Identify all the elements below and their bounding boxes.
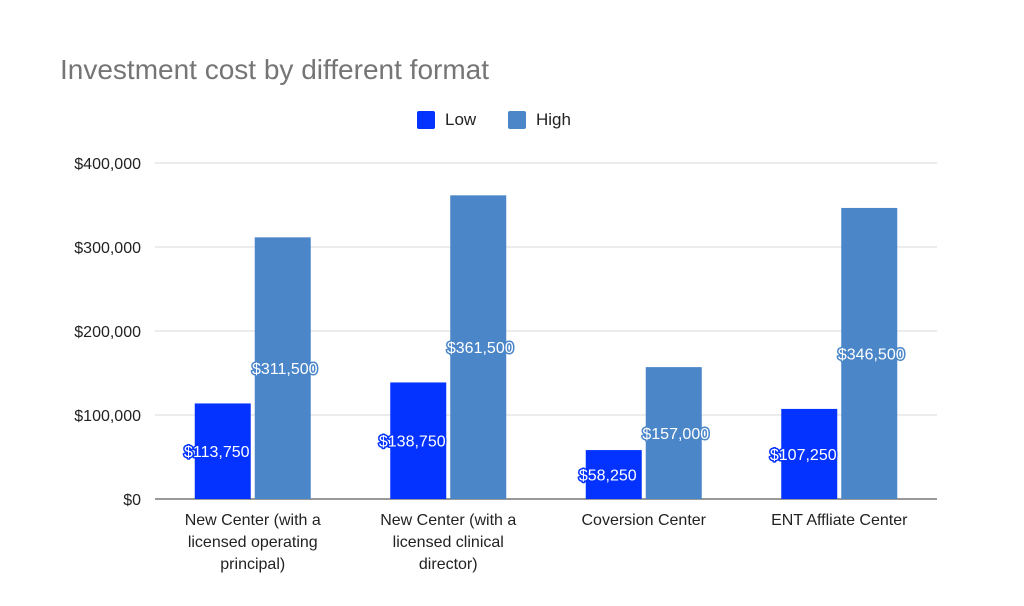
legend-label-high: High	[536, 110, 571, 129]
legend: Low High	[0, 110, 1024, 134]
bar-high	[841, 207, 898, 499]
x-category-label: ENT Affliate Center	[771, 512, 908, 529]
y-tick-label: $400,000	[74, 156, 141, 173]
bar-high	[645, 367, 702, 499]
data-label: $157,000	[642, 426, 709, 443]
data-label: $138,750	[379, 434, 446, 451]
y-tick-label: $0	[123, 492, 141, 509]
bar-high	[450, 195, 507, 499]
bar-high	[254, 237, 311, 499]
data-label: $107,250	[770, 447, 837, 464]
legend-item-low: Low	[417, 110, 476, 130]
x-category-label: New Center (with a licensed operating prin…	[185, 512, 321, 573]
chart-title: Investment cost by different format	[60, 54, 490, 85]
legend-item-high: High	[508, 110, 571, 130]
y-tick-label: $100,000	[74, 408, 141, 425]
x-category-label: New Center (with a licensed clinical direc…	[380, 512, 516, 573]
data-label: $113,750	[184, 444, 250, 461]
y-tick-label: $300,000	[74, 240, 141, 257]
bar-low	[390, 382, 447, 499]
data-label: $361,500	[447, 340, 514, 357]
bar-low	[194, 403, 251, 499]
data-label: $311,500	[252, 361, 318, 378]
data-label: $58,250	[579, 468, 637, 485]
data-label: $346,500	[838, 346, 905, 363]
x-category-label: Coversion Center	[582, 512, 707, 529]
legend-swatch-high	[508, 111, 526, 129]
y-tick-label: $200,000	[74, 324, 141, 341]
legend-swatch-low	[417, 111, 435, 129]
bar-low	[585, 450, 642, 499]
legend-label-low: Low	[445, 110, 477, 129]
bar-low	[781, 408, 838, 499]
